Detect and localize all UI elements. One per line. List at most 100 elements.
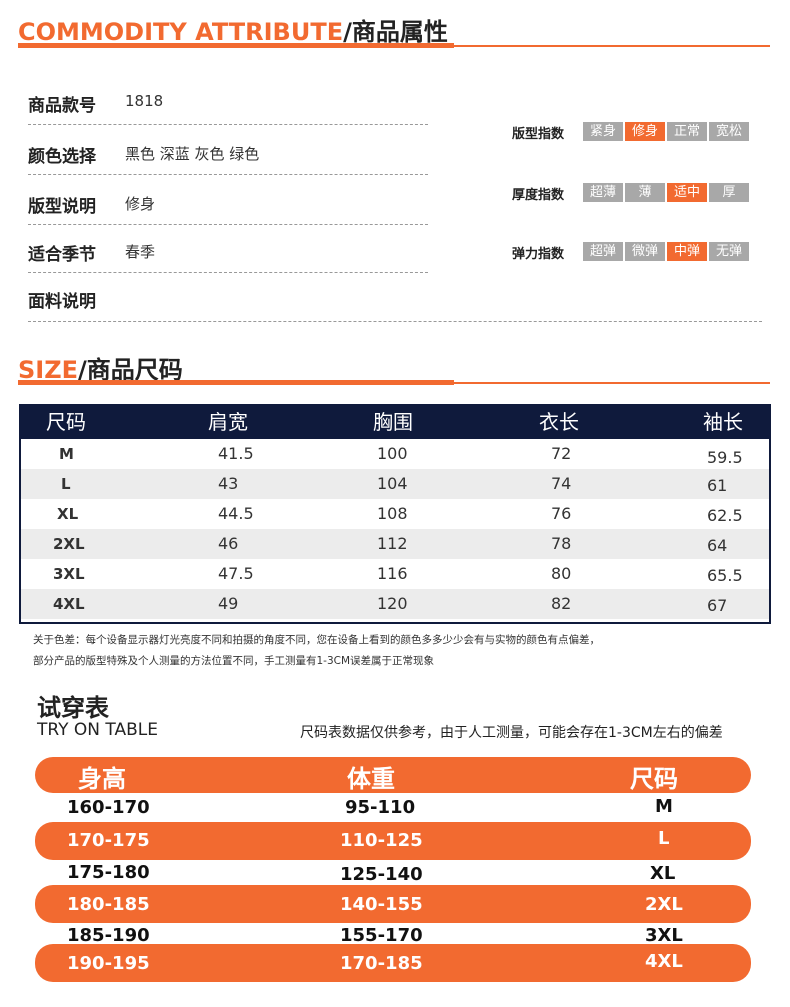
- size-cell: XL: [57, 505, 79, 523]
- try-cell-height: 190-195: [67, 953, 150, 974]
- size-cell: 120: [377, 594, 408, 613]
- size-section-title: SIZE/商品尺码: [18, 350, 183, 385]
- stretch-index-label: 弹力指数: [512, 247, 565, 262]
- try-cell-size: 2XL: [645, 894, 683, 915]
- size-cell: 49: [218, 594, 239, 613]
- size-cell: 59.5: [707, 448, 743, 467]
- stretch-option-none: 无弹: [709, 242, 749, 261]
- measurement-note: 部分产品的版型特殊及个人测量的方法位置不同，手工测量有1-3CM误差属于正常现象: [33, 655, 435, 667]
- try-cell-height: 160-170: [67, 797, 150, 818]
- thickness-index-label: 厚度指数: [512, 188, 565, 203]
- commodity-title-cn: /商品属性: [343, 18, 448, 46]
- stretch-option-slight: 微弹: [625, 242, 665, 261]
- size-cell: 62.5: [707, 506, 743, 525]
- size-cell: 64: [707, 536, 728, 555]
- try-cell-weight: 110-125: [340, 830, 423, 851]
- thickness-option-thin: 薄: [625, 183, 665, 202]
- size-table: 尺码 肩宽 胸围 衣长 袖长 M 41.5 100 72 59.5 L 43 1…: [19, 404, 771, 624]
- try-cell-height: 170-175: [67, 830, 150, 851]
- try-on-row-highlight: [35, 822, 751, 860]
- table-row: XL 44.5 108 76 62.5: [21, 499, 769, 529]
- size-header-chest: 胸围: [373, 410, 413, 434]
- size-cell: 3XL: [53, 565, 85, 583]
- attr-value-season: 春季: [125, 243, 156, 261]
- size-cell: 74: [551, 474, 572, 493]
- try-cell-height: 180-185: [67, 894, 150, 915]
- try-cell-weight: 170-185: [340, 953, 423, 974]
- fit-option-tight: 紧身: [583, 122, 623, 141]
- size-cell: 61: [707, 476, 728, 495]
- try-on-header: [35, 757, 751, 793]
- color-difference-note: 关于色差：每个设备显示器灯光亮度不同和拍摄的角度不同，您在设备上看到的颜色多多少…: [33, 634, 600, 646]
- stretch-option-medium: 中弹: [667, 242, 707, 261]
- size-cell: 41.5: [218, 444, 254, 463]
- stretch-option-super: 超弹: [583, 242, 623, 261]
- thickness-option-thick: 厚: [709, 183, 749, 202]
- fit-option-regular: 正常: [667, 122, 707, 141]
- try-on-title-en: TRY ON TABLE: [37, 720, 158, 740]
- size-cell: 4XL: [53, 595, 85, 613]
- size-cell: 67: [707, 596, 728, 615]
- table-row: 2XL 46 112 78 64: [21, 529, 769, 559]
- fit-index-scale: 紧身 修身 正常 宽松: [583, 122, 749, 141]
- thickness-index-scale: 超薄 薄 适中 厚: [583, 183, 749, 202]
- try-cell-weight: 95-110: [345, 797, 416, 818]
- attr-label-fabric: 面料说明: [28, 292, 96, 312]
- size-title-en: SIZE: [18, 356, 79, 384]
- size-cell: M: [59, 445, 74, 463]
- table-row: M 41.5 100 72 59.5: [21, 439, 769, 469]
- try-cell-weight: 155-170: [340, 925, 423, 946]
- size-header-sleeve: 袖长: [703, 410, 743, 434]
- fit-index-label: 版型指数: [512, 127, 565, 142]
- size-cell: 43: [218, 474, 239, 493]
- size-cell: 108: [377, 504, 408, 523]
- try-cell-size: M: [655, 796, 673, 817]
- size-cell: 65.5: [707, 566, 743, 585]
- size-cell: L: [61, 475, 71, 493]
- size-title-rule: [18, 382, 770, 384]
- size-cell: 112: [377, 534, 408, 553]
- try-cell-height: 175-180: [67, 862, 150, 883]
- stretch-index-scale: 超弹 微弹 中弹 无弹: [583, 242, 749, 261]
- size-header-length: 衣长: [539, 410, 579, 434]
- attr-value-fit: 修身: [125, 195, 156, 213]
- try-cell-size: 3XL: [645, 925, 683, 946]
- thickness-option-medium: 适中: [667, 183, 707, 202]
- fit-option-loose: 宽松: [709, 122, 749, 141]
- commodity-title-rule: [18, 45, 770, 47]
- size-cell: 2XL: [53, 535, 85, 553]
- table-row: L 43 104 74 61: [21, 469, 769, 499]
- table-row: 4XL 49 120 82 67: [21, 589, 769, 619]
- size-cell: 47.5: [218, 564, 254, 583]
- try-cell-size: L: [658, 828, 670, 849]
- attr-label-style-no: 商品款号: [28, 96, 96, 116]
- size-cell: 46: [218, 534, 239, 553]
- commodity-title-en: COMMODITY ATTRIBUTE: [18, 18, 344, 46]
- try-cell-size: 4XL: [645, 951, 683, 972]
- size-cell: 80: [551, 564, 572, 583]
- attr-value-color: 黑色 深蓝 灰色 绿色: [125, 145, 260, 163]
- try-on-note: 尺码表数据仅供参考，由于人工测量，可能会存在1-3CM左右的偏差: [300, 725, 723, 741]
- divider: [28, 174, 428, 175]
- try-cell-weight: 140-155: [340, 894, 423, 915]
- size-cell: 104: [377, 474, 408, 493]
- attr-label-season: 适合季节: [28, 245, 96, 265]
- thickness-option-ultra-thin: 超薄: [583, 183, 623, 202]
- try-cell-weight: 125-140: [340, 864, 423, 885]
- fit-option-slim: 修身: [625, 122, 665, 141]
- attr-value-style-no: 1818: [125, 92, 164, 110]
- divider: [28, 272, 428, 273]
- size-cell: 116: [377, 564, 408, 583]
- table-row: 3XL 47.5 116 80 65.5: [21, 559, 769, 589]
- size-cell: 44.5: [218, 504, 254, 523]
- size-cell: 78: [551, 534, 572, 553]
- try-header-weight: 体重: [347, 765, 395, 793]
- try-on-title-cn: 试穿表: [37, 694, 109, 722]
- divider: [28, 321, 762, 322]
- commodity-section-title: COMMODITY ATTRIBUTE/商品属性: [18, 12, 448, 47]
- try-on-row-highlight: [35, 944, 751, 982]
- size-cell: 72: [551, 444, 572, 463]
- size-cell: 76: [551, 504, 572, 523]
- size-cell: 82: [551, 594, 572, 613]
- try-on-row-highlight: [35, 885, 751, 923]
